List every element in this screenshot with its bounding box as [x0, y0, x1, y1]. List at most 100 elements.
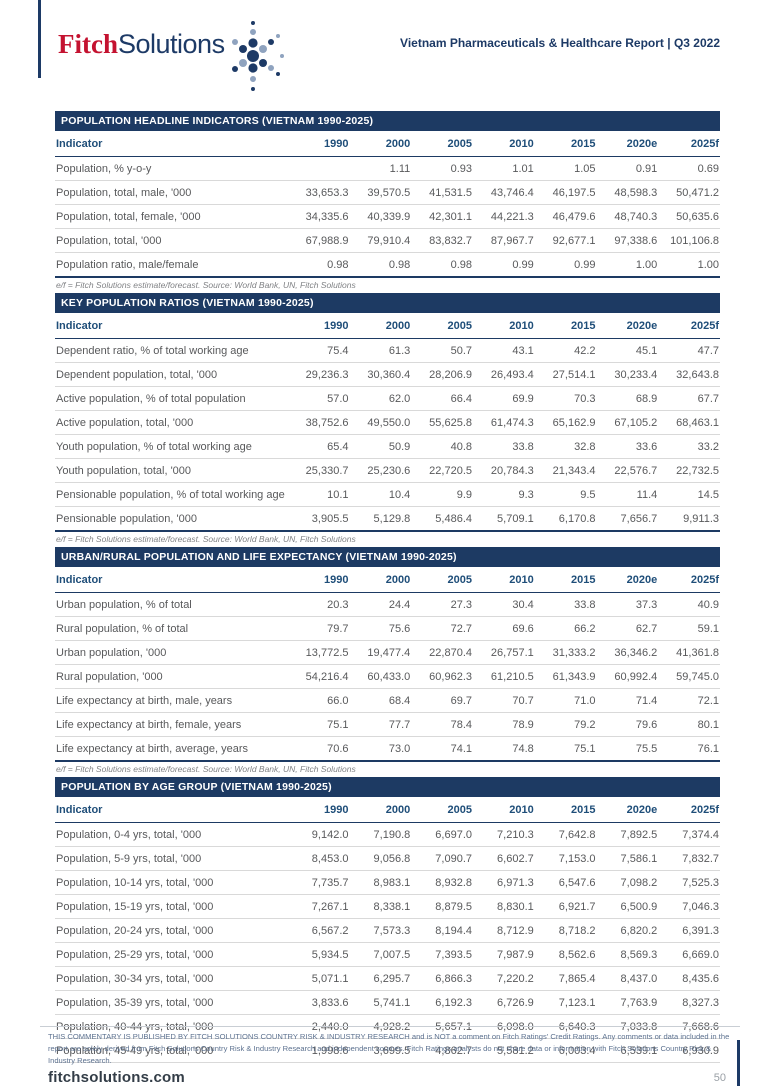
row-value-cell: 7,153.0: [534, 846, 597, 871]
page-header: FitchSolutions: [0, 0, 768, 96]
row-value-cell: 5,129.8: [349, 506, 412, 532]
row-value-cell: 5,071.1: [287, 966, 350, 991]
column-header-year: 2005: [411, 567, 473, 593]
row-value-cell: 8,562.6: [534, 942, 597, 967]
row-value-cell: 29,236.3: [287, 362, 350, 387]
row-indicator-label: Pensionable population, % of total worki…: [55, 482, 288, 507]
column-header-year: 2020e: [596, 567, 659, 593]
table-row: Population, total, female, '000 34,335.6 4…: [55, 204, 720, 229]
table-section-urban-rural-life-expectancy: URBAN/RURAL POPULATION AND LIFE EXPECTAN…: [55, 547, 720, 777]
row-value-cell: 75.4: [287, 338, 350, 363]
data-table: Indicator 1990 2000 2005 2010 2015 2020e 2025f …: [55, 797, 720, 1063]
row-value-cell: 65,162.9: [534, 410, 597, 435]
row-value-cell: 73.0: [349, 736, 412, 762]
column-header-year: 2005: [411, 797, 473, 823]
row-indicator-label: Population, 20-24 yrs, total, '000: [55, 918, 288, 943]
row-value-cell: 36,346.2: [596, 640, 659, 665]
row-value-cell: 79,910.4: [349, 228, 412, 253]
row-value-cell: 6,921.7: [534, 894, 597, 919]
row-value-cell: 66.2: [534, 616, 597, 641]
logo-wordmark: FitchSolutions: [58, 14, 225, 74]
row-value-cell: 8,327.3: [658, 990, 720, 1015]
row-value-cell: 43.1: [473, 338, 535, 363]
row-value-cell: 50,471.2: [658, 180, 720, 205]
report-title: Vietnam Pharmaceuticals & Healthcare Rep…: [400, 36, 720, 50]
row-value-cell: 7,892.5: [596, 822, 659, 847]
row-indicator-label: Life expectancy at birth, average, years: [55, 736, 288, 762]
row-value-cell: 8,435.6: [658, 966, 720, 991]
row-value-cell: 43,746.4: [473, 180, 535, 205]
row-value-cell: 6,192.3: [411, 990, 473, 1015]
row-value-cell: 0.99: [534, 252, 597, 278]
row-indicator-label: Population, 0-4 yrs, total, '000: [55, 822, 288, 847]
row-value-cell: 7,267.1: [287, 894, 350, 919]
row-indicator-label: Population, 45-49 yrs, total, '000: [55, 1038, 288, 1063]
row-value-cell: 55,625.8: [411, 410, 473, 435]
row-value-cell: 74.1: [411, 736, 473, 762]
row-value-cell: 22,732.5: [658, 458, 720, 483]
row-value-cell: 28,206.9: [411, 362, 473, 387]
row-value-cell: 9.9: [411, 482, 473, 507]
row-value-cell: 11.4: [596, 482, 659, 507]
row-value-cell: 5,741.1: [349, 990, 412, 1015]
row-value-cell: 69.9: [473, 386, 535, 411]
row-value-cell: 1.00: [596, 252, 659, 278]
row-indicator-label: Population, total, female, '000: [55, 204, 288, 229]
table-row: Urban population, '000 13,772.5 19,477.4 22…: [55, 640, 720, 665]
row-value-cell: 7,656.7: [596, 506, 659, 532]
row-value-cell: 60,962.3: [411, 664, 473, 689]
row-indicator-label: Life expectancy at birth, female, years: [55, 712, 288, 737]
row-value-cell: 0.69: [658, 156, 720, 181]
column-header-year: 2005: [411, 131, 473, 157]
row-value-cell: 6,669.0: [658, 942, 720, 967]
row-value-cell: 13,772.5: [287, 640, 350, 665]
row-value-cell: 7,586.1: [596, 846, 659, 871]
row-value-cell: 33.8: [473, 434, 535, 459]
data-table: Indicator 1990 2000 2005 2010 2015 2020e 2025f …: [55, 567, 720, 762]
column-header-year: 2020e: [596, 797, 659, 823]
row-value-cell: 5,934.5: [287, 942, 350, 967]
row-indicator-label: Population, 25-29 yrs, total, '000: [55, 942, 288, 967]
column-header-indicator: Indicator: [55, 567, 288, 593]
row-value-cell: 8,437.0: [596, 966, 659, 991]
table-row: Population, 5-9 yrs, total, '000 8,453.0 9…: [55, 846, 720, 871]
table-title: KEY POPULATION RATIOS (VIETNAM 1990-2025…: [55, 293, 720, 313]
row-value-cell: 72.1: [658, 688, 720, 713]
row-value-cell: 79.2: [534, 712, 597, 737]
row-value-cell: 67.7: [658, 386, 720, 411]
column-header-year: 2010: [473, 313, 535, 339]
row-value-cell: 60,992.4: [596, 664, 659, 689]
row-indicator-label: Rural population, % of total: [55, 616, 288, 641]
column-header-year: 2025f: [658, 313, 720, 339]
row-value-cell: 101,106.8: [658, 228, 720, 253]
row-value-cell: 30.4: [473, 592, 535, 617]
table-row: Pensionable population, % of total worki…: [55, 482, 720, 507]
row-value-cell: 68.4: [349, 688, 412, 713]
row-indicator-label: Population ratio, male/female: [55, 252, 288, 278]
website-link[interactable]: fitchsolutions.com: [48, 1069, 185, 1086]
row-value-cell: 8,983.1: [349, 870, 412, 895]
column-header-year: 2005: [411, 313, 473, 339]
row-value-cell: 61,210.5: [473, 664, 535, 689]
column-header-year: 1990: [287, 313, 350, 339]
row-value-cell: 40.8: [411, 434, 473, 459]
row-value-cell: 5,709.1: [473, 506, 535, 532]
table-row: Rural population, % of total 79.7 75.6 72.7…: [55, 616, 720, 641]
row-value-cell: 6,003.4: [534, 1038, 597, 1063]
table-row: Life expectancy at birth, male, years 66.…: [55, 688, 720, 713]
row-indicator-label: Urban population, '000: [55, 640, 288, 665]
row-value-cell: 67,105.2: [596, 410, 659, 435]
column-header-year: 2025f: [658, 131, 720, 157]
column-header-indicator: Indicator: [55, 797, 288, 823]
row-value-cell: 0.98: [287, 252, 350, 278]
right-accent-bar: [737, 1040, 740, 1086]
row-value-cell: 61,343.9: [534, 664, 597, 689]
row-value-cell: 9.5: [534, 482, 597, 507]
column-header-indicator: Indicator: [55, 131, 288, 157]
row-value-cell: 69.6: [473, 616, 535, 641]
row-value-cell: 9,142.0: [287, 822, 350, 847]
row-value-cell: 10.4: [349, 482, 412, 507]
row-value-cell: 6,971.3: [473, 870, 535, 895]
row-value-cell: 22,870.4: [411, 640, 473, 665]
row-value-cell: 6,170.8: [534, 506, 597, 532]
